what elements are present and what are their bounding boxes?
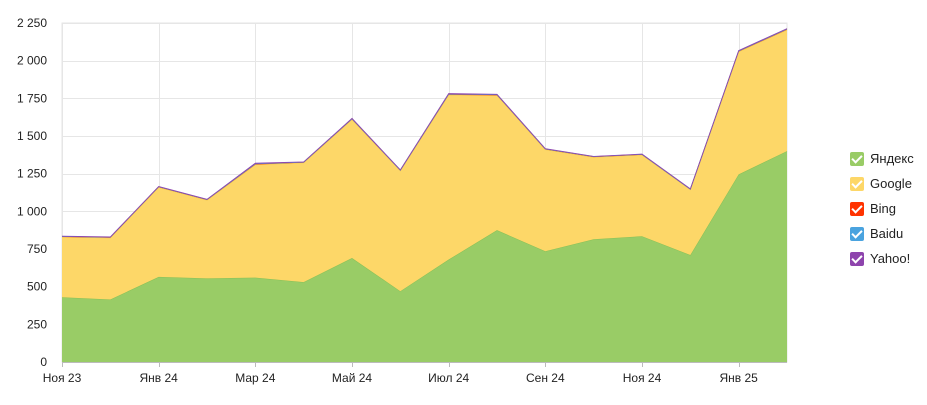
x-tick-label: Янв 24 — [139, 371, 178, 385]
legend-label: Google — [870, 176, 912, 191]
x-tick-label: Янв 25 — [719, 371, 758, 385]
x-tick-label: Май 24 — [332, 371, 373, 385]
x-tick-label: Июл 24 — [428, 371, 469, 385]
legend: Яндекс Google Bing Baidu Yahoo! — [850, 146, 914, 271]
y-tick-label: 1 250 — [17, 167, 47, 181]
y-tick-label: 500 — [27, 280, 47, 294]
checkbox-icon[interactable] — [850, 176, 864, 191]
y-tick-label: 250 — [27, 317, 47, 331]
legend-item[interactable]: Google — [850, 171, 914, 196]
x-tick-label: Ноя 23 — [43, 371, 82, 385]
legend-item[interactable]: Яндекс — [850, 146, 914, 171]
checkbox-icon[interactable] — [850, 201, 864, 216]
y-tick-label: 2 000 — [17, 54, 47, 68]
legend-item[interactable]: Baidu — [850, 221, 914, 246]
y-tick-label: 1 500 — [17, 129, 47, 143]
area-series-1 — [62, 151, 787, 362]
x-tick-label: Сен 24 — [526, 371, 565, 385]
y-tick-label: 2 250 — [17, 16, 47, 30]
y-tick-label: 750 — [27, 242, 47, 256]
x-tick-label: Мар 24 — [235, 371, 275, 385]
legend-item[interactable]: Bing — [850, 196, 914, 221]
checkbox-icon[interactable] — [850, 151, 864, 166]
y-tick-label: 1 000 — [17, 204, 47, 218]
legend-label: Яндекс — [870, 151, 914, 166]
area-series-2 — [62, 29, 787, 300]
legend-label: Yahoo! — [870, 251, 911, 266]
x-tick-label: Ноя 24 — [623, 371, 662, 385]
y-tick-label: 0 — [40, 355, 47, 369]
line-series-5 — [61, 28, 788, 238]
legend-label: Bing — [870, 201, 897, 216]
legend-item[interactable]: Yahoo! — [850, 246, 914, 271]
checkbox-icon[interactable] — [850, 251, 864, 266]
checkbox-icon[interactable] — [850, 226, 864, 241]
legend-label: Baidu — [870, 226, 904, 241]
y-tick-label: 1 750 — [17, 91, 47, 105]
